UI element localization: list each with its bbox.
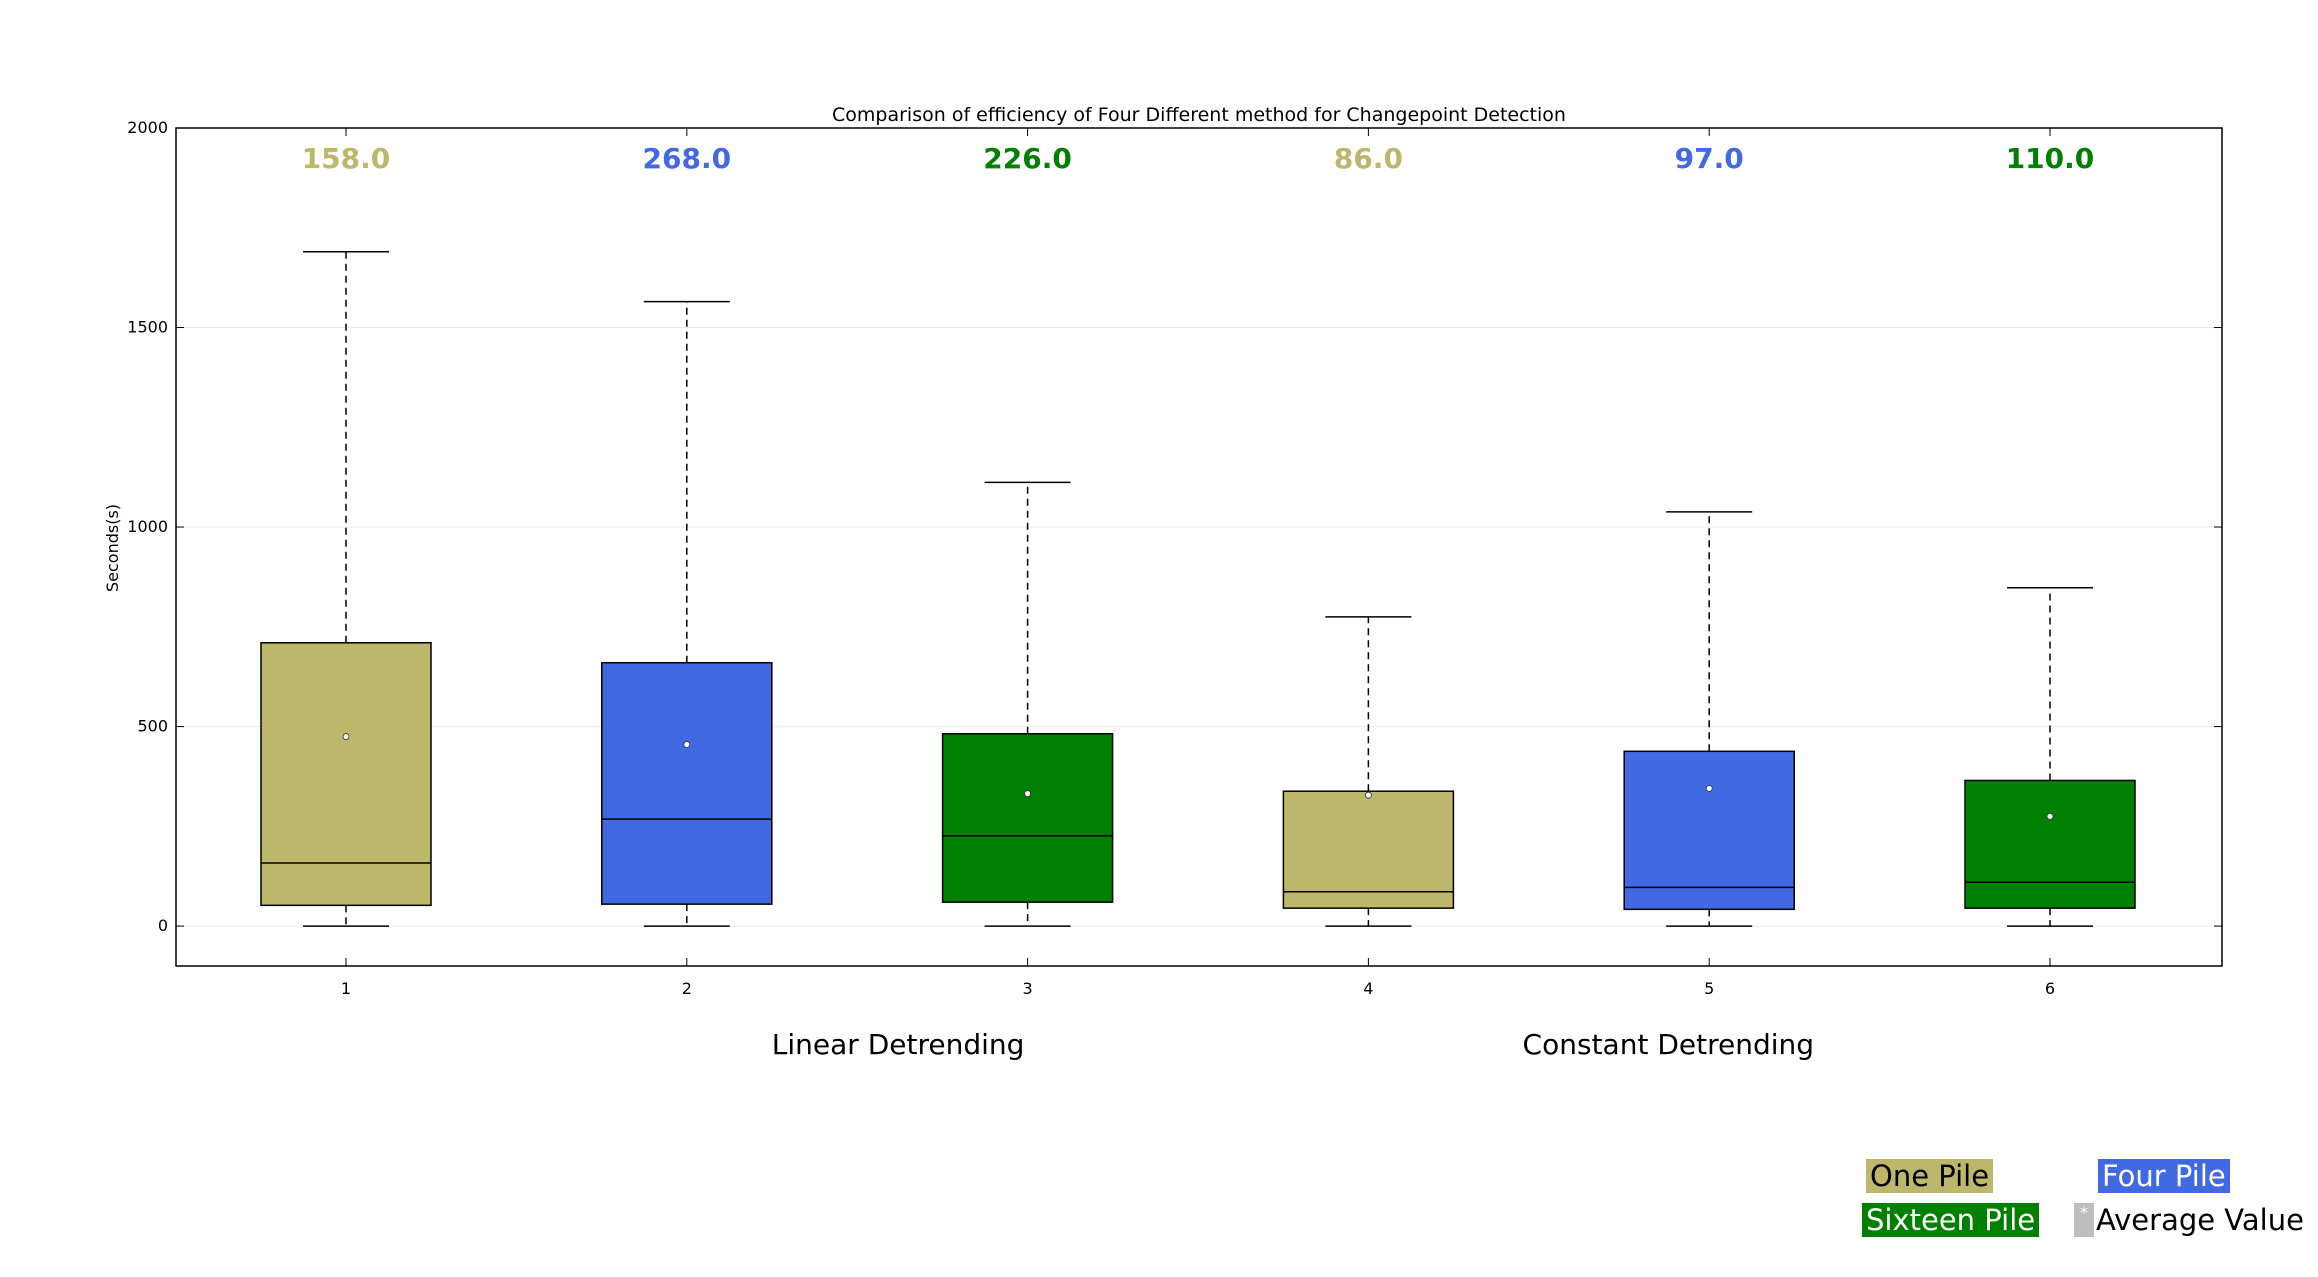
y-tick-label: 2000: [127, 118, 168, 137]
legend-label: Sixteen Pile: [1866, 1203, 2036, 1237]
y-axis-label: Seconds(s): [103, 504, 122, 592]
x-tick-label: 2: [682, 979, 692, 998]
box-body: [260, 642, 432, 907]
x-tick-label: 3: [1023, 979, 1033, 998]
box-body: [1623, 750, 1795, 911]
mean-marker: [683, 741, 691, 748]
box-body: [601, 661, 773, 905]
median-label: 110.0: [2006, 142, 2095, 175]
box-body: [1964, 779, 2136, 909]
box-body: [941, 733, 1114, 903]
legend-item-sixteen-pile: Sixteen Pile: [1862, 1203, 2040, 1237]
box-body: [1282, 790, 1455, 909]
mean-marker: [2046, 812, 2054, 820]
mean-marker: [1365, 791, 1372, 799]
legend-item-four-pile: Four Pile: [2098, 1159, 2230, 1193]
grid-lines: [176, 327, 2222, 927]
box-5: [1623, 511, 1795, 927]
chart-title: Comparison of efficiency of Four Differe…: [832, 104, 1566, 126]
box-1: [260, 250, 432, 927]
group-label: Linear Detrending: [772, 1028, 1025, 1061]
y-tick-label: 1500: [127, 318, 168, 337]
median-label: 226.0: [983, 142, 1072, 175]
median-label: 158.0: [302, 142, 391, 175]
average-value-marker-icon: *: [2074, 1203, 2094, 1237]
box-2: [601, 300, 773, 927]
x-axis: 1 2 3 4 5 6: [341, 128, 2055, 998]
median-label: 268.0: [643, 142, 732, 175]
legend-label: One Pile: [1870, 1159, 1990, 1193]
x-tick-label: 6: [2045, 979, 2055, 998]
median-label: 97.0: [1675, 142, 1744, 175]
y-tick-label: 1000: [127, 517, 168, 536]
x-tick-label: 1: [341, 979, 351, 998]
legend-item-one-pile: One Pile: [1866, 1159, 1994, 1193]
x-tick-label: 4: [1363, 979, 1373, 998]
legend-label: Four Pile: [2102, 1159, 2226, 1193]
median-label: 86.0: [1334, 142, 1403, 175]
median-labels: 158.0 268.0 226.0 86.0 97.0 110.0: [302, 142, 2095, 175]
box-4: [1282, 616, 1455, 927]
group-labels: Linear Detrending Constant Detrending: [772, 1028, 1814, 1061]
box-3: [941, 481, 1114, 927]
box-6: [1964, 586, 2136, 927]
y-tick-label: 0: [158, 916, 168, 935]
mean-marker: [342, 733, 350, 740]
group-label: Constant Detrending: [1523, 1028, 1814, 1061]
box-series: [260, 250, 2136, 927]
mean-marker: [1705, 785, 1713, 792]
x-tick-label: 5: [1704, 979, 1714, 998]
legend-label: Average Value: [2096, 1203, 2304, 1237]
mean-marker: [1024, 790, 1031, 798]
plot-frame: [175, 127, 2223, 967]
y-tick-label: 500: [137, 717, 168, 736]
y-axis: 0 500 1000 1500 2000: [127, 118, 2222, 935]
legend-item-average-value: Average Value: [2096, 1203, 2304, 1237]
